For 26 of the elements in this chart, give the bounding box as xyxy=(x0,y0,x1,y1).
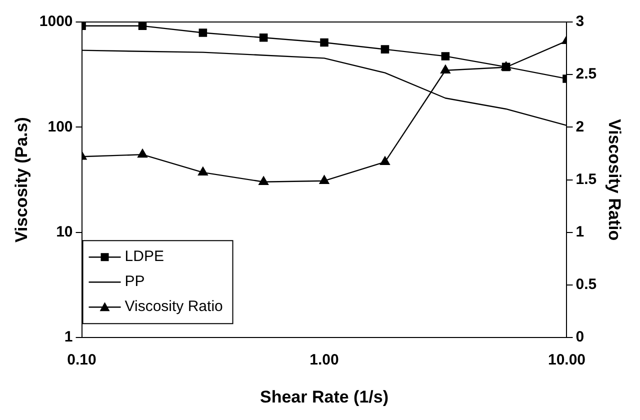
y2-tick-label: 1 xyxy=(576,224,584,241)
x-axis-title: Shear Rate (1/s) xyxy=(260,387,389,406)
y2-tick-label: 3 xyxy=(576,13,584,30)
y2-tick-label: 0.5 xyxy=(576,276,597,294)
y-tick-label: 1000 xyxy=(39,13,73,30)
point xyxy=(138,22,147,30)
point xyxy=(259,34,268,42)
y2-tick-label: 2 xyxy=(576,118,584,136)
point xyxy=(441,52,450,60)
legend-label: Viscosity Ratio xyxy=(124,298,223,316)
y-tick-label: 100 xyxy=(48,118,73,136)
legend-label: LDPE xyxy=(124,248,164,266)
x-tick-label: 10.00 xyxy=(548,352,586,369)
y2-tick-label: 0 xyxy=(576,328,584,346)
x-tick-label: 0.10 xyxy=(67,352,96,369)
y-tick-label: 1 xyxy=(64,328,73,346)
y-tick-label: 10 xyxy=(56,224,73,241)
legend-label: PP xyxy=(124,273,145,290)
point xyxy=(320,38,328,47)
point xyxy=(198,28,208,37)
x-tick-label: 1.00 xyxy=(310,352,339,369)
y-axis-title: Viscosity (Pa.s) xyxy=(12,117,31,242)
point xyxy=(380,45,390,54)
y2-tick-label: 1.5 xyxy=(576,170,597,188)
y2-axis-title: Viscosity Ratio xyxy=(605,119,624,241)
y2-tick-label: 2.5 xyxy=(576,66,597,83)
